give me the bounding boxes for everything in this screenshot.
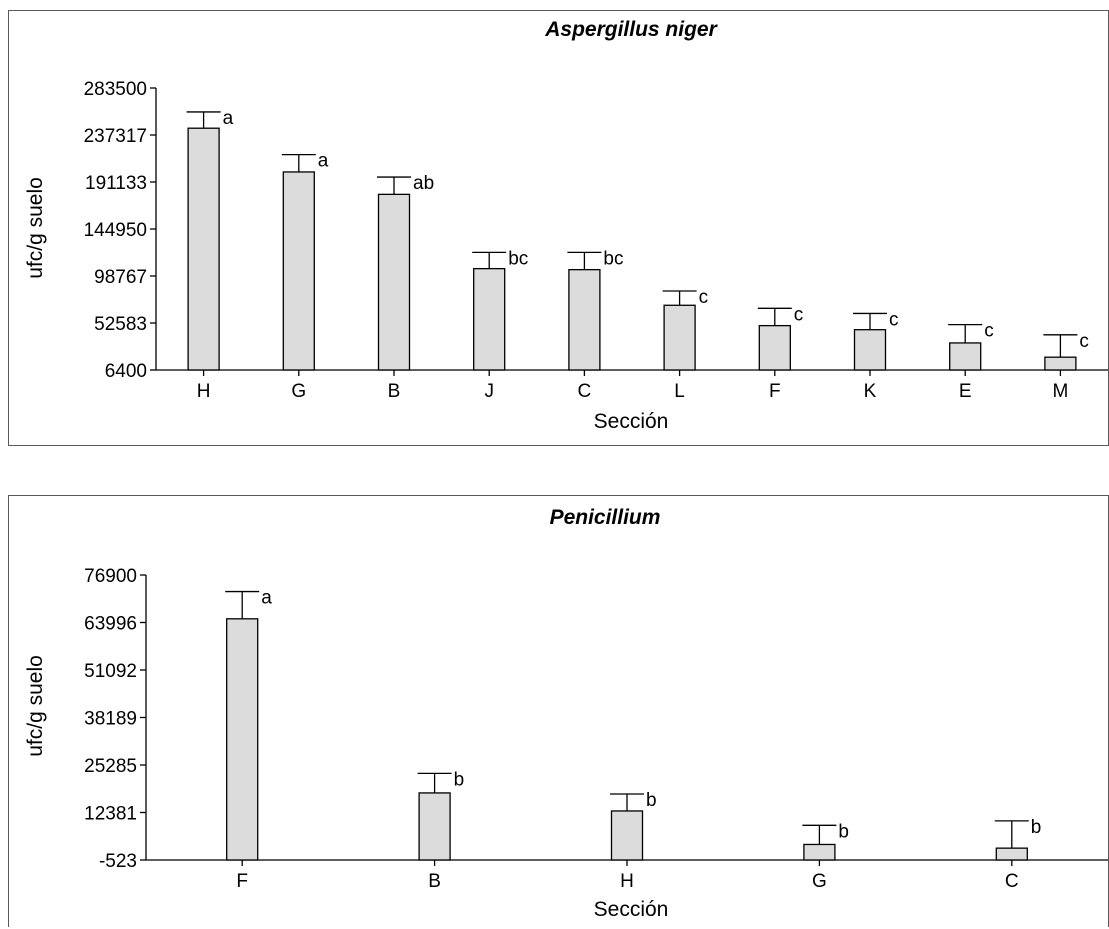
bar xyxy=(1044,356,1077,371)
x-tick-label: M xyxy=(1052,381,1068,402)
y-tick-label: 52583 xyxy=(94,314,147,335)
x-tick-label: H xyxy=(620,871,634,892)
significance-label: b xyxy=(646,790,657,811)
y-tick-label: 191133 xyxy=(85,173,147,194)
bar xyxy=(418,792,451,861)
x-tick-label: C xyxy=(1005,871,1019,892)
x-axis-label: Sección xyxy=(594,898,669,921)
significance-label: bc xyxy=(603,248,623,269)
y-tick-label: 98767 xyxy=(94,267,147,288)
significance-label: a xyxy=(261,588,272,609)
significance-label: c xyxy=(984,321,994,342)
y-tick-label: 51092 xyxy=(84,661,137,682)
significance-label: bc xyxy=(508,248,528,269)
significance-label: c xyxy=(1079,331,1089,352)
significance-label: b xyxy=(1031,817,1042,838)
x-tick-label: E xyxy=(959,381,972,402)
x-tick-label: K xyxy=(864,381,877,402)
y-tick-label: 38189 xyxy=(84,709,137,730)
significance-label: b xyxy=(454,769,465,790)
bar xyxy=(226,618,259,861)
bar xyxy=(663,304,696,371)
bar xyxy=(610,810,644,861)
y-tick-label: 237317 xyxy=(84,126,147,147)
significance-label: b xyxy=(838,821,849,842)
significance-label: ab xyxy=(413,173,434,194)
significance-label: a xyxy=(223,108,234,129)
y-tick-label: 25285 xyxy=(84,756,137,777)
bar xyxy=(187,127,220,371)
y-tick-label: 63996 xyxy=(84,614,137,635)
bar xyxy=(568,269,601,371)
bar xyxy=(803,843,836,861)
y-tick-label: 6400 xyxy=(105,361,147,382)
y-tick-label: -523 xyxy=(99,851,137,872)
y-axis-label: ufc/g suelo xyxy=(24,655,47,757)
y-tick-label: 76900 xyxy=(84,566,137,587)
x-tick-label: F xyxy=(236,871,248,892)
x-tick-label: C xyxy=(578,381,592,402)
x-tick-label: L xyxy=(674,381,685,402)
bar xyxy=(949,342,982,371)
chart-penicillium: Penicillium ufc/g suelo Sección 76900 639… xyxy=(24,506,1108,921)
bar xyxy=(758,324,791,371)
significance-label: c xyxy=(794,304,804,325)
bar xyxy=(473,267,506,371)
bar xyxy=(853,329,887,371)
significance-label: c xyxy=(889,309,899,330)
x-tick-label: H xyxy=(197,381,211,402)
x-tick-label: B xyxy=(428,871,441,892)
chart-title: Penicillium xyxy=(550,506,661,529)
bar xyxy=(995,847,1028,861)
bar xyxy=(377,193,411,371)
x-tick-label: G xyxy=(291,381,306,402)
y-tick-label: 144950 xyxy=(84,220,147,241)
chart-title: Aspergillus niger xyxy=(544,18,718,41)
significance-label: a xyxy=(318,151,329,172)
chart-aspergillus: Aspergillus niger ufc/g suelo Sección 28… xyxy=(24,18,1108,433)
y-tick-label: 283500 xyxy=(84,79,147,100)
x-tick-label: F xyxy=(769,381,781,402)
chart-panel-aspergillus: Aspergillus niger ufc/g suelo Sección 28… xyxy=(8,10,1109,446)
x-tick-label: B xyxy=(388,381,401,402)
y-axis-label: ufc/g suelo xyxy=(24,177,47,279)
chart-panel-penicillium: Penicillium ufc/g suelo Sección 76900 639… xyxy=(8,495,1109,927)
significance-label: c xyxy=(699,287,709,308)
y-tick-label: 12381 xyxy=(84,804,137,825)
bar xyxy=(282,171,315,371)
x-tick-label: J xyxy=(484,381,494,402)
x-axis-label: Sección xyxy=(594,410,669,433)
x-tick-label: G xyxy=(812,871,827,892)
